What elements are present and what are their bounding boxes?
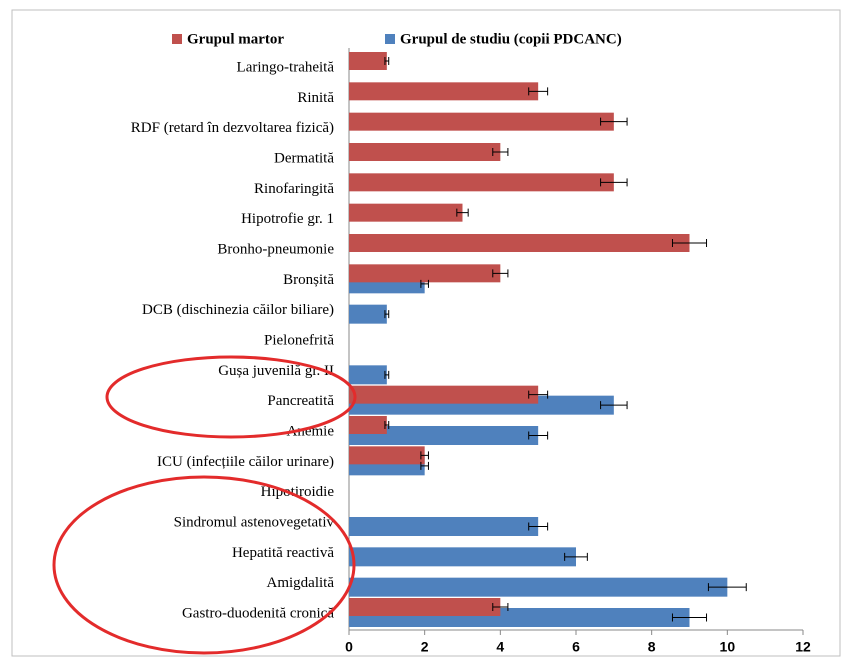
- error-bar: [384, 57, 390, 65]
- bar: [349, 143, 501, 161]
- category-label: Sindromul astenovegetativ: [174, 514, 335, 530]
- error-bar: [456, 208, 469, 217]
- bar: [349, 173, 614, 192]
- error-bar: [492, 269, 509, 278]
- error-bar: [600, 117, 628, 126]
- bar: [349, 416, 387, 434]
- category-label: Laringo-traheită: [237, 59, 335, 75]
- plot: Grupul martor Grupul de studiu (copii PDC…: [131, 31, 811, 654]
- bar: [349, 547, 576, 567]
- bar: [349, 304, 387, 324]
- category-label: Gastro-duodenită cronică: [182, 605, 334, 621]
- error-bar: [384, 310, 390, 319]
- category-label: RDF (retard în dezvoltarea fizică): [131, 120, 334, 136]
- error-bar: [671, 239, 708, 247]
- bar: [349, 52, 387, 70]
- bar: [349, 426, 539, 445]
- bar: [349, 112, 614, 131]
- error-bar: [600, 401, 628, 410]
- bar: [349, 203, 463, 222]
- category-label: Amigdalită: [267, 575, 335, 591]
- x-tick-label: 6: [572, 639, 580, 655]
- category-label: Hepatită reactivă: [232, 545, 334, 561]
- error-bar: [528, 431, 549, 440]
- x-tick-label: 2: [421, 639, 429, 655]
- x-tick-label: 8: [648, 639, 656, 655]
- error-bar: [528, 87, 549, 96]
- bar: [349, 234, 690, 252]
- bar: [349, 365, 387, 385]
- error-bar: [420, 279, 429, 288]
- error-bar: [600, 178, 628, 187]
- highlight-ellipse: [52, 475, 356, 655]
- error-bar: [528, 522, 549, 531]
- legend-label: Grupul martor: [187, 31, 284, 47]
- legend-swatch: [385, 34, 395, 44]
- x-tick-label: 0: [345, 639, 353, 655]
- category-label: Hipotrofie gr. 1: [241, 211, 334, 227]
- bar: [349, 264, 501, 283]
- bar: [349, 385, 539, 404]
- category-label: Anemie: [287, 423, 335, 439]
- error-bar: [564, 552, 588, 561]
- error-bar: [420, 451, 429, 460]
- bar: [349, 82, 539, 101]
- legend-label: Grupul de studiu (copii PDCANC): [400, 31, 622, 47]
- error-bar: [420, 461, 429, 470]
- x-tick-label: 12: [795, 639, 811, 655]
- bar: [349, 577, 728, 597]
- highlight-ellipse: [105, 355, 357, 439]
- category-label: Rinită: [297, 90, 334, 106]
- error-bar: [671, 613, 708, 622]
- x-tick-label: 10: [720, 639, 736, 655]
- category-label: Pancreatită: [267, 393, 334, 409]
- category-label: Gușa juvenilă gr. II: [218, 363, 334, 379]
- error-bar: [492, 148, 509, 156]
- error-bar: [492, 603, 509, 611]
- category-label: Dermatită: [274, 150, 334, 166]
- error-bar: [707, 583, 747, 592]
- bar: [349, 517, 539, 536]
- error-bar: [384, 421, 390, 429]
- category-label: DCB (dischinezia căilor biliare): [142, 302, 334, 318]
- bar: [349, 446, 425, 465]
- x-tick-label: 4: [496, 639, 504, 655]
- error-bar: [528, 390, 549, 399]
- category-label: Bronșită: [283, 272, 334, 288]
- category-label: Pielonefrită: [264, 332, 334, 348]
- chart-border: [11, 9, 841, 657]
- bar: [349, 598, 501, 616]
- category-label: Bronho-pneumonie: [217, 241, 334, 257]
- legend-swatch: [172, 34, 182, 44]
- error-bar: [384, 370, 390, 379]
- category-label: ICU (infecțiile căilor urinare): [157, 454, 334, 470]
- category-label: Rinofaringită: [254, 181, 334, 197]
